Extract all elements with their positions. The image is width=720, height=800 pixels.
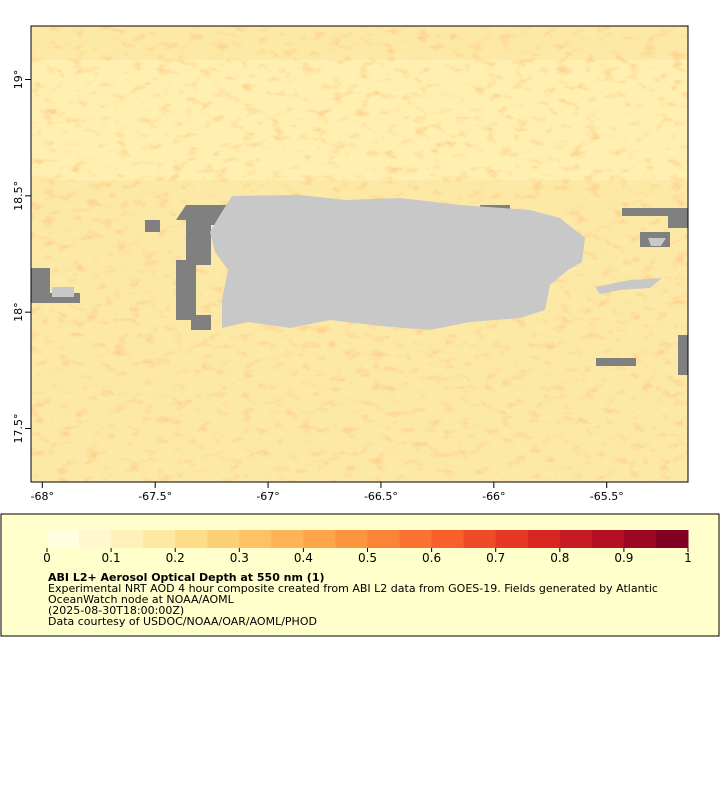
colorbar-swatch <box>367 530 401 548</box>
caption-line: (2025-08-30T18:00:00Z) <box>48 604 184 617</box>
map-frame <box>30 25 689 483</box>
caption-line: OceanWatch node at NOAA/AOML <box>48 593 235 606</box>
x-tick-label: -66.5° <box>364 490 398 503</box>
y-tick-label: 17.5° <box>12 413 25 443</box>
y-tick-label: 18° <box>12 302 25 322</box>
colorbar-swatch <box>527 530 561 548</box>
caption-title: ABI L2+ Aerosol Optical Depth at 550 nm … <box>48 571 325 584</box>
colorbar-tick-label: 0.7 <box>486 551 505 565</box>
colorbar-swatch <box>79 530 112 548</box>
colorbar-swatch <box>623 530 657 548</box>
land <box>595 278 662 294</box>
colorbar-swatch <box>47 530 80 548</box>
colorbar-swatch <box>463 530 497 548</box>
colorbar-tick-label: 0.2 <box>166 551 185 565</box>
colorbar-swatch <box>111 530 144 548</box>
colorbar-swatch <box>495 530 529 548</box>
y-tick-label: 19° <box>12 70 25 90</box>
x-tick-label: -68° <box>31 490 54 503</box>
colorbar-tick-label: 0.6 <box>422 551 441 565</box>
colorbar-tick-label: 0 <box>43 551 51 565</box>
x-tick-label: -65.5° <box>590 490 624 503</box>
x-tick-label: -66° <box>482 490 505 503</box>
colorbar-swatch <box>591 530 625 548</box>
colorbar-tick-label: 0.5 <box>358 551 377 565</box>
x-tick-label: -67.5° <box>138 490 172 503</box>
map-raster <box>31 26 688 482</box>
land <box>210 195 585 330</box>
colorbar-tick-label: 0.4 <box>294 551 313 565</box>
colorbar-swatch <box>655 530 689 548</box>
colorbar-swatch <box>271 530 304 548</box>
colorbar-swatch <box>239 530 272 548</box>
colorbar-swatch <box>335 530 368 548</box>
colorbar-swatch <box>207 530 240 548</box>
colorbar-tick-label: 0.1 <box>102 551 121 565</box>
colorbar-tick-label: 0.9 <box>614 551 633 565</box>
colorbar-tick-label: 0.8 <box>550 551 569 565</box>
colorbar-tick-label: 1 <box>684 551 692 565</box>
colorbar-swatch <box>559 530 593 548</box>
y-tick-label: 18.5° <box>12 181 25 211</box>
colorbar-swatch <box>143 530 176 548</box>
colorbar-tick-label: 0.3 <box>230 551 249 565</box>
caption-line: Experimental NRT AOD 4 hour composite cr… <box>48 582 658 595</box>
colorbar-swatch <box>175 530 208 548</box>
colorbar-swatch <box>431 530 465 548</box>
colorbar-swatch <box>399 530 433 548</box>
caption-line: Data courtesy of USDOC/NOAA/OAR/AOML/PHO… <box>48 615 317 628</box>
x-tick-label: -67° <box>256 490 279 503</box>
no-data <box>31 205 688 375</box>
colorbar-swatch <box>303 530 336 548</box>
